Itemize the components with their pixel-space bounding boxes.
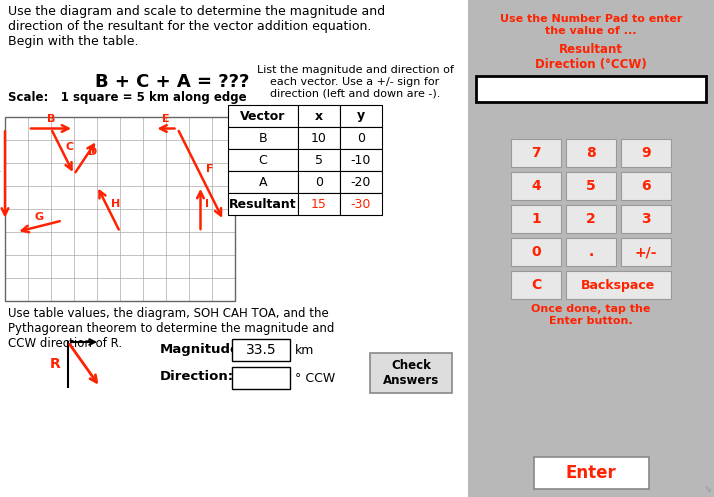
Text: H: H [111,199,120,209]
Bar [566,139,616,167]
Text: B: B [258,132,267,145]
Text: C: C [258,154,267,166]
Bar [5,117,235,301]
Text: Scale:   1 square = 5 km along edge: Scale: 1 square = 5 km along edge [8,91,246,104]
Text: I: I [206,199,209,209]
Text: +/-: +/- [635,245,658,259]
Bar [340,171,382,193]
Text: 0: 0 [315,175,323,188]
Text: 6: 6 [641,179,651,193]
Bar [228,171,298,193]
Text: 5: 5 [315,154,323,166]
Bar [232,367,290,389]
Bar [566,205,616,233]
Text: 33.5: 33.5 [246,343,276,357]
Bar [340,149,382,171]
Text: 4: 4 [531,179,541,193]
Text: 7: 7 [531,146,540,160]
Bar [370,353,452,393]
Text: 0: 0 [531,245,540,259]
Text: 5: 5 [586,179,596,193]
Text: 0: 0 [357,132,365,145]
Text: D: D [88,147,97,157]
Bar [228,193,298,215]
Text: B + C + A = ???: B + C + A = ??? [95,73,249,91]
Bar [232,339,290,361]
Text: 9: 9 [641,146,651,160]
Text: 8: 8 [586,146,596,160]
Text: Use the diagram and scale to determine the magnitude and
direction of the result: Use the diagram and scale to determine t… [8,5,385,48]
Text: C: C [66,142,74,152]
Bar [476,76,706,102]
Text: -30: -30 [351,197,371,211]
Bar [511,271,561,299]
Bar [228,149,298,171]
Text: Enter: Enter [565,464,616,482]
Bar [340,105,382,127]
Text: Check
Answers: Check Answers [383,359,439,387]
Text: Use table values, the diagram, SOH CAH TOA, and the
Pythagorean theorem to deter: Use table values, the diagram, SOH CAH T… [8,307,334,350]
Text: 1: 1 [531,212,541,226]
Bar [566,271,671,299]
Text: Magnitude:: Magnitude: [160,342,246,355]
Bar [340,193,382,215]
Text: R: R [50,357,61,371]
Bar [298,149,340,171]
Text: ⇘: ⇘ [703,484,711,494]
Text: km: km [295,343,314,356]
Text: F: F [206,165,213,174]
Text: Use the Number Pad to enter
the value of ...: Use the Number Pad to enter the value of… [500,14,682,36]
Bar [340,127,382,149]
Text: -20: -20 [351,175,371,188]
Text: ° CCW: ° CCW [295,371,336,385]
Text: Backspace: Backspace [581,278,655,292]
Bar [511,205,561,233]
Text: E: E [162,114,170,125]
Bar [621,139,671,167]
Bar [621,172,671,200]
Bar [228,105,298,127]
Text: 3: 3 [641,212,651,226]
Text: G: G [35,212,44,222]
Text: -10: -10 [351,154,371,166]
Bar [298,193,340,215]
Text: Once done, tap the
Enter button.: Once done, tap the Enter button. [531,304,650,326]
Text: C: C [531,278,541,292]
Text: List the magnitude and direction of
each vector. Use a +/- sign for
direction (l: List the magnitude and direction of each… [256,65,453,98]
Bar [511,172,561,200]
Bar [298,171,340,193]
Bar [621,238,671,266]
Text: 2: 2 [586,212,596,226]
Bar [468,0,714,497]
Bar [621,205,671,233]
Text: A: A [258,175,267,188]
Text: 15: 15 [311,197,327,211]
Text: 10: 10 [311,132,327,145]
Bar [566,238,616,266]
Text: B: B [47,114,55,125]
Text: Resultant
Direction (°CCW): Resultant Direction (°CCW) [535,43,647,71]
Text: .: . [588,245,593,259]
Bar [298,105,340,127]
Bar [228,127,298,149]
Bar [566,172,616,200]
Bar [511,139,561,167]
Text: Vector: Vector [241,109,286,122]
Text: x: x [315,109,323,122]
Bar [533,457,648,489]
Text: Direction:: Direction: [160,370,234,384]
Text: Resultant: Resultant [229,197,297,211]
Bar [511,238,561,266]
Text: y: y [357,109,365,122]
Bar [298,127,340,149]
